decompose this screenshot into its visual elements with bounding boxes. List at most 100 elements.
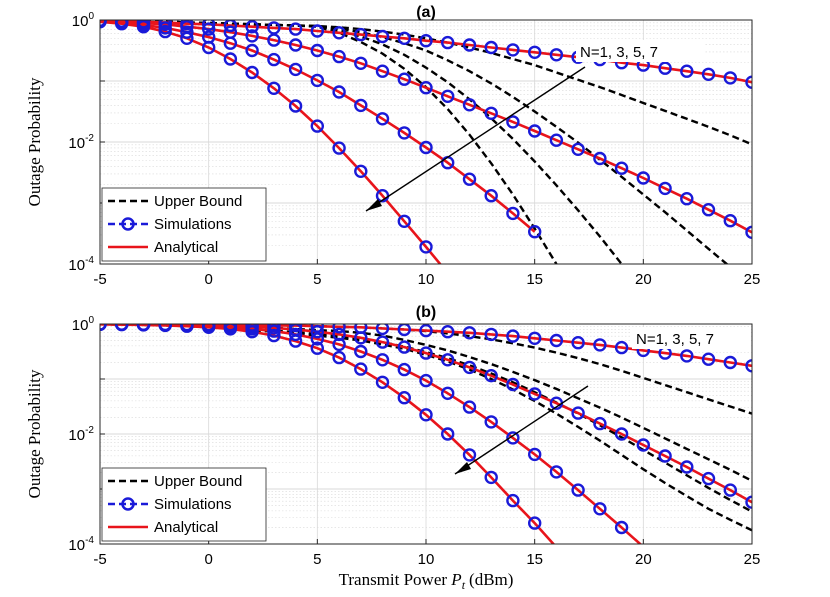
simulation-point <box>462 98 477 112</box>
legend-swatch-simulations-marker-b <box>121 497 135 511</box>
legend-box-a <box>101 187 267 262</box>
x-tick-label: 10 <box>418 271 435 288</box>
simulation-point <box>614 161 629 175</box>
simulation-point <box>484 470 498 485</box>
x-tick-label: 20 <box>635 551 652 568</box>
x-tick-label: 0 <box>204 551 212 568</box>
x-tick-label: 15 <box>526 551 543 568</box>
simulation-point <box>528 387 542 401</box>
simulation-point <box>202 324 216 334</box>
simulation-point <box>310 325 324 339</box>
x-axis-label-symbol: P <box>450 570 461 589</box>
y-axis-label-a: Outage Probability <box>25 77 44 206</box>
simulation-point <box>593 338 607 352</box>
simulation-point <box>658 61 672 75</box>
simulation-point <box>593 502 607 516</box>
simulation-point <box>484 40 498 55</box>
simulation-point <box>267 52 281 67</box>
simulation-point <box>484 327 498 342</box>
simulation-point <box>397 214 411 229</box>
simulation-point <box>332 350 346 365</box>
simulation-point <box>136 324 151 332</box>
simulation-point <box>310 341 324 355</box>
simulation-point <box>419 373 433 388</box>
x-tick-label: 5 <box>313 551 321 568</box>
simulation-point <box>375 112 390 126</box>
simulation-point <box>288 99 303 113</box>
simulation-point <box>310 119 324 133</box>
legend-a: Upper Bound Simulations Analytical <box>101 187 267 262</box>
simulation-point <box>223 52 238 66</box>
simulation-point <box>310 43 324 58</box>
analytical-line <box>100 20 442 264</box>
simulation-point <box>745 495 752 509</box>
simulation-point <box>723 355 737 370</box>
simulation-point <box>310 332 324 346</box>
simulation-point <box>245 29 259 43</box>
simulation-point <box>332 337 346 352</box>
y-tick-label: 100 <box>72 315 95 334</box>
simulation-point <box>419 346 433 360</box>
simulation-point <box>528 331 542 345</box>
simulation-point <box>223 20 238 33</box>
simulation-point <box>332 324 346 334</box>
arrowhead-b <box>455 462 471 474</box>
simulation-point <box>506 43 520 57</box>
x-tick-label: -5 <box>93 271 106 288</box>
simulation-point <box>288 22 303 36</box>
simulation-point <box>288 324 303 333</box>
simulation-point <box>158 324 172 333</box>
x-tick-label: 10 <box>418 551 435 568</box>
simulation-point <box>375 324 390 336</box>
simulation-point <box>636 438 650 452</box>
legend-box-b <box>101 467 267 542</box>
curves-a <box>100 20 752 264</box>
legend-label-simulations-b: Simulations <box>154 496 232 513</box>
simulation-point <box>310 24 324 38</box>
simulation-point <box>419 34 433 48</box>
annotation-a: N=1, 3, 5, 7 <box>580 44 658 61</box>
simulation-point <box>310 73 324 88</box>
simulation-point <box>528 45 542 59</box>
simulation-point <box>506 206 520 221</box>
legend-b: Upper Bound Simulations Analytical <box>101 467 267 542</box>
simulation-point <box>397 391 411 405</box>
simulation-point <box>245 65 259 80</box>
x-tick-label: 20 <box>635 271 652 288</box>
y-tick-base: 10 <box>72 317 89 334</box>
simulation-point <box>115 20 129 31</box>
simulation-point <box>484 188 498 203</box>
simulation-point <box>158 24 172 39</box>
simulation-point <box>354 331 368 345</box>
simulation-point <box>680 349 694 363</box>
simulation-point <box>201 40 216 55</box>
simulation-point <box>180 25 194 39</box>
simulation-point <box>701 202 716 217</box>
x-axis-label-subscript: t <box>462 578 466 592</box>
simulation-point <box>354 56 368 70</box>
simulation-point <box>354 98 368 113</box>
y-tick-base: 10 <box>68 537 85 554</box>
annotation-bg-b <box>632 327 750 349</box>
y-tick-label: 10-2 <box>68 133 94 152</box>
simulation-point <box>462 448 477 462</box>
simulation-point <box>245 325 259 339</box>
simulation-point <box>528 224 542 239</box>
simulation-point <box>723 213 737 228</box>
simulation-point <box>397 72 411 86</box>
simulation-point <box>680 191 694 206</box>
simulation-point <box>354 362 368 376</box>
analytical-line <box>100 20 536 233</box>
x-tick-label: 0 <box>204 271 212 288</box>
simulation-point <box>288 62 303 77</box>
simulation-point <box>245 43 259 58</box>
legend-label-upper-bound-a: Upper Bound <box>154 193 242 210</box>
annotation-arrow-b <box>454 385 589 475</box>
simulation-point <box>506 377 520 392</box>
ticks-a <box>99 19 753 265</box>
simulation-point <box>462 326 477 340</box>
